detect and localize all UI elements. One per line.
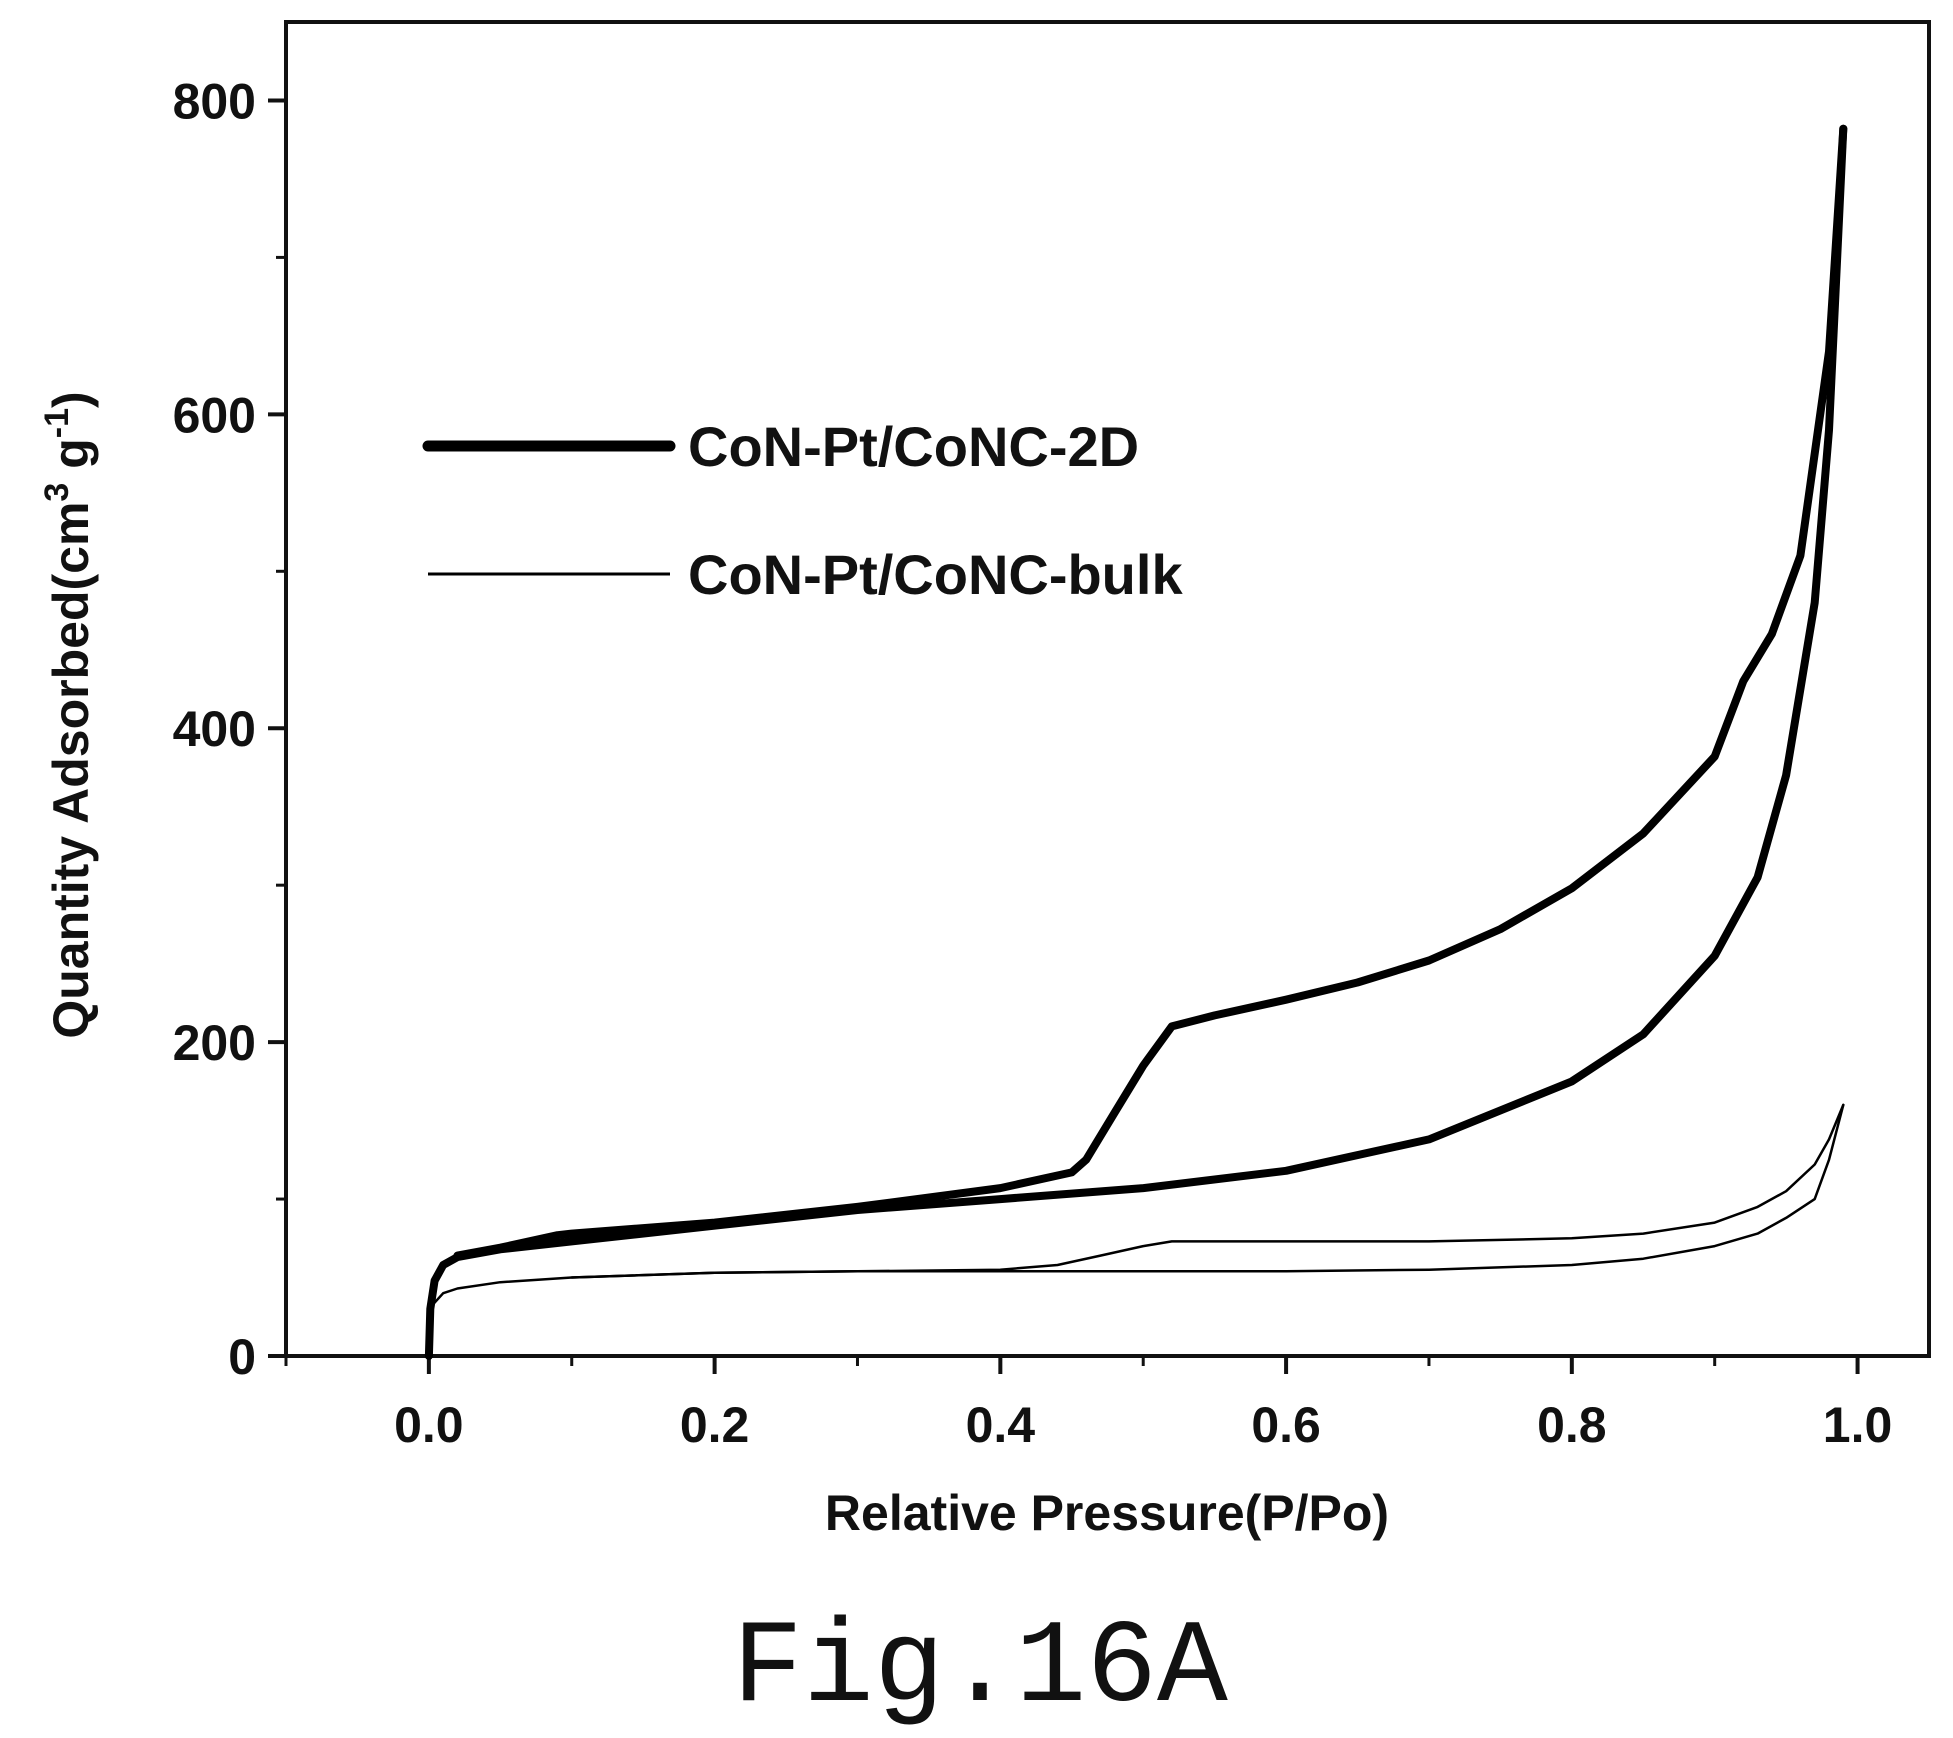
- y-axis-ticks: [268, 98, 286, 1358]
- x-tick-label: 0.6: [1251, 1397, 1321, 1453]
- figure-caption: Fig.16A: [732, 1603, 1228, 1736]
- x-tick-label: 0.4: [966, 1397, 1036, 1453]
- x-axis-ticks: [284, 1356, 1860, 1374]
- plot-frame: [284, 20, 1931, 1358]
- y-axis-title-sup-2: -1: [38, 408, 76, 438]
- series-line-con-pt-conc-bulk-adsorption: [427, 1103, 1845, 1358]
- y-axis-title-main: Quantity Adsorbed(cm: [43, 502, 99, 1039]
- series-con-pt-conc-2d: [424, 124, 1848, 1360]
- series-line-con-pt-conc-2d-adsorption: [424, 124, 1848, 1360]
- y-axis-title-close: ): [43, 391, 99, 408]
- x-axis-tick-labels: 0.0 0.2 0.4 0.6 0.8 1.0: [394, 1397, 1892, 1453]
- legend: CoN-Pt/CoNC-2D CoN-Pt/CoNC-bulk: [422, 415, 1183, 606]
- y-axis-title-sup-1: 3: [38, 483, 76, 502]
- y-tick-label: 0: [228, 1329, 256, 1385]
- series-con-pt-conc-bulk: [427, 1103, 1845, 1358]
- y-tick-label: 400: [173, 701, 256, 757]
- series-layer: [424, 124, 1848, 1360]
- y-tick-label: 600: [173, 387, 256, 443]
- x-tick-label: 0.0: [394, 1397, 464, 1453]
- y-axis-title: Quantity Adsorbed(cm3 g-1): [38, 391, 99, 1038]
- y-tick-label: 800: [173, 73, 256, 129]
- series-line-con-pt-conc-2d-desorption: [453, 124, 1848, 1260]
- x-axis-title: Relative Pressure(P/Po): [825, 1485, 1389, 1541]
- legend-label-2d: CoN-Pt/CoNC-2D: [688, 415, 1139, 478]
- legend-label-bulk: CoN-Pt/CoNC-bulk: [688, 543, 1183, 606]
- y-axis-tick-labels: 0 200 400 600 800: [173, 73, 256, 1385]
- y-tick-label: 200: [173, 1015, 256, 1071]
- series-line-con-pt-conc-bulk-desorption: [570, 1103, 1845, 1279]
- y-axis-title-unit: g: [43, 438, 99, 482]
- x-tick-label: 0.8: [1537, 1397, 1607, 1453]
- x-tick-label: 1.0: [1823, 1397, 1893, 1453]
- x-tick-label: 0.2: [680, 1397, 750, 1453]
